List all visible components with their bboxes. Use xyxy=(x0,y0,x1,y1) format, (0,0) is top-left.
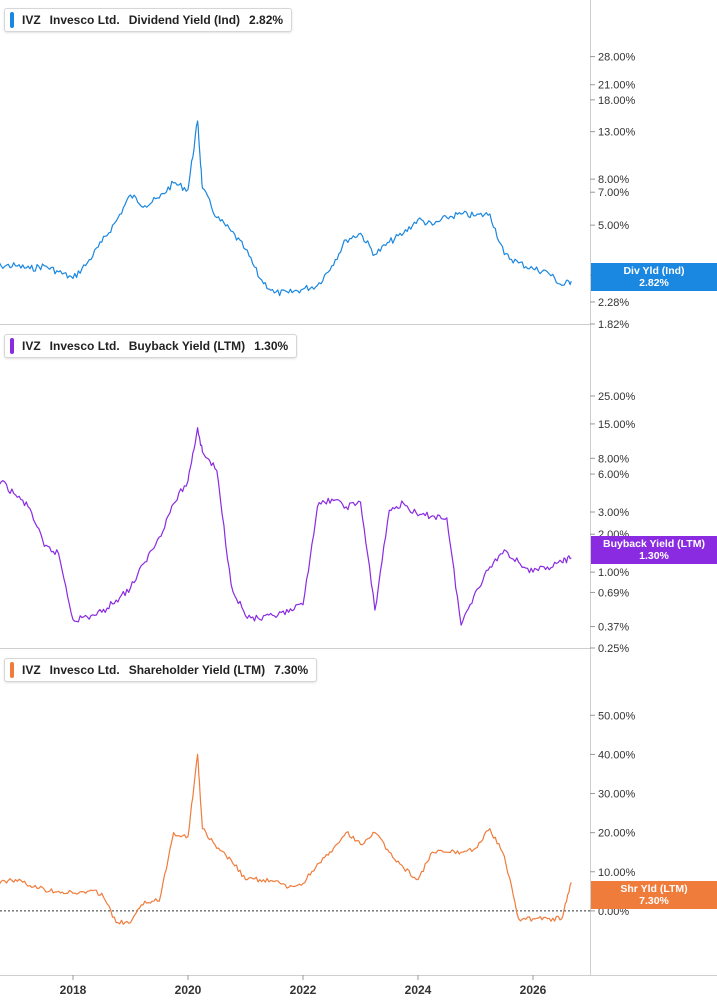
x-tick-label: 2018 xyxy=(60,983,87,997)
y-tick-label: 15.00% xyxy=(598,419,636,431)
x-tick-label: 2020 xyxy=(175,983,202,997)
flag-label: Buyback Yield (LTM) xyxy=(603,538,705,550)
y-tick-label: 50.00% xyxy=(598,710,636,722)
series-line-1 xyxy=(0,427,572,626)
y-tick-label: 8.00% xyxy=(598,174,629,186)
legend-company: Invesco Ltd. xyxy=(49,339,120,353)
y-tick-label: 1.00% xyxy=(598,567,629,579)
y-tick-label: 0.25% xyxy=(598,643,629,655)
y-tick-label: 5.00% xyxy=(598,220,629,232)
x-tick-label: 2026 xyxy=(520,983,547,997)
legend-value: 2.82% xyxy=(249,13,284,27)
series-line-0 xyxy=(0,120,572,297)
last-value-flag-dividend: Div Yld (Ind) 2.82% xyxy=(591,263,717,291)
legend-metric: Shareholder Yield (LTM) xyxy=(128,663,266,677)
flag-label: Shr Yld (LTM) xyxy=(620,883,688,895)
legend-company: Invesco Ltd. xyxy=(49,663,120,677)
legend-ticker: IVZ xyxy=(22,13,41,27)
y-tick-label: 3.00% xyxy=(598,507,629,519)
legend-value: 1.30% xyxy=(254,339,289,353)
y-tick-label: 6.00% xyxy=(598,469,629,481)
series-line-2 xyxy=(0,753,572,925)
legend-shareholder-yield[interactable]: IVZ Invesco Ltd. Shareholder Yield (LTM)… xyxy=(4,658,318,682)
legend-metric: Buyback Yield (LTM) xyxy=(128,339,246,353)
x-tick-label: 2022 xyxy=(290,983,317,997)
flag-value: 2.82% xyxy=(639,277,669,289)
y-tick-label: 13.00% xyxy=(598,127,636,139)
legend-ticker: IVZ xyxy=(22,663,41,677)
y-tick-label: 28.00% xyxy=(598,52,636,64)
y-tick-label: 25.00% xyxy=(598,391,636,403)
y-tick-label: 7.00% xyxy=(598,187,629,199)
y-tick-label: 10.00% xyxy=(598,867,636,879)
y-tick-label: 30.00% xyxy=(598,789,636,801)
legend-ticker: IVZ xyxy=(22,339,41,353)
legend-metric: Dividend Yield (Ind) xyxy=(128,13,241,27)
y-tick-label: 8.00% xyxy=(598,453,629,465)
y-tick-label: 40.00% xyxy=(598,749,636,761)
y-tick-label: 2.28% xyxy=(598,297,629,309)
legend-value: 7.30% xyxy=(274,663,309,677)
y-tick-label: 18.00% xyxy=(598,95,636,107)
legend-buyback-yield[interactable]: IVZ Invesco Ltd. Buyback Yield (LTM) 1.3… xyxy=(4,334,298,358)
x-tick-label: 2024 xyxy=(405,983,432,997)
y-tick-label: 20.00% xyxy=(598,828,636,840)
series-swatch-buyback xyxy=(10,338,14,354)
flag-label: Div Yld (Ind) xyxy=(623,265,685,277)
flag-value: 1.30% xyxy=(639,550,669,562)
y-tick-label: 0.69% xyxy=(598,587,629,599)
legend-dividend-yield[interactable]: IVZ Invesco Ltd. Dividend Yield (Ind) 2.… xyxy=(4,8,293,32)
flag-value: 7.30% xyxy=(639,895,669,907)
series-swatch-shareholder xyxy=(10,662,14,678)
y-tick-label: 21.00% xyxy=(598,80,636,92)
legend-company: Invesco Ltd. xyxy=(49,13,120,27)
last-value-flag-shareholder: Shr Yld (LTM) 7.30% xyxy=(591,881,717,909)
series-swatch-dividend xyxy=(10,12,14,28)
last-value-flag-buyback: Buyback Yield (LTM) 1.30% xyxy=(591,536,717,564)
y-tick-label: 1.82% xyxy=(598,319,629,331)
y-tick-label: 0.37% xyxy=(598,622,629,634)
